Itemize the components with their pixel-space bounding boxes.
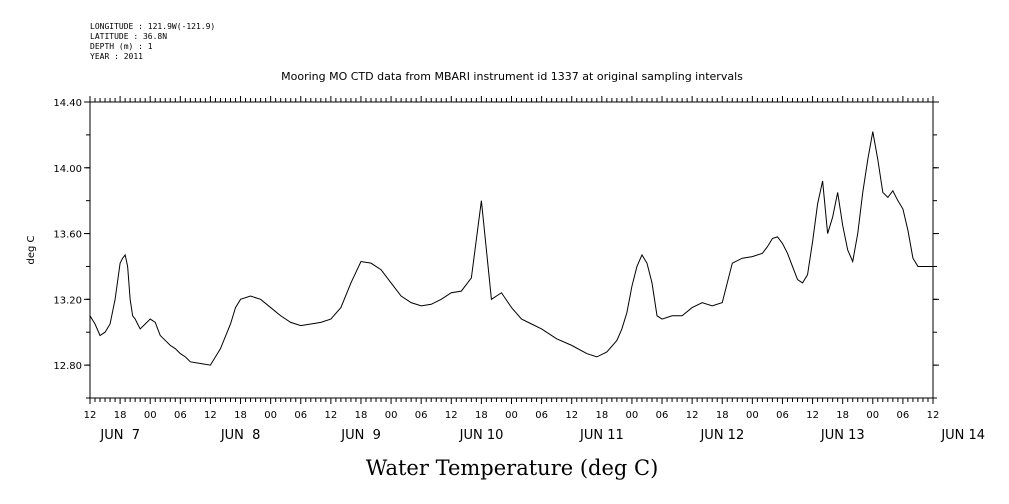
latitude-label: LATITUDE : 36.8N (90, 32, 168, 41)
x-tick-label: 00 (866, 410, 879, 421)
x-tick-label: 06 (415, 410, 428, 421)
chart-title: Mooring MO CTD data from MBARI instrumen… (281, 70, 743, 83)
x-day-label: JUN 14 (940, 428, 985, 443)
x-tick-label: 00 (626, 410, 639, 421)
x-tick-label: 12 (324, 410, 337, 421)
x-day-label: JUN 11 (579, 428, 624, 443)
x-tick-label: 12 (927, 410, 940, 421)
y-tick-label: 13.20 (53, 295, 82, 306)
x-tick-label: 06 (294, 410, 307, 421)
x-tick-label: 18 (234, 410, 247, 421)
x-tick-label: 00 (144, 410, 157, 421)
x-tick-label: 06 (776, 410, 789, 421)
x-axis-label: Water Temperature (deg C) (366, 456, 659, 480)
x-tick-label: 12 (806, 410, 819, 421)
x-tick-label: 12 (204, 410, 217, 421)
x-tick-label: 00 (264, 410, 277, 421)
x-day-label: JUN 7 (99, 428, 140, 443)
y-axis-label: deg C (26, 235, 37, 264)
x-day-label: JUN 10 (459, 428, 504, 443)
x-tick-label: 06 (535, 410, 548, 421)
x-tick-label: 18 (595, 410, 608, 421)
x-tick-label: 18 (836, 410, 849, 421)
x-tick-label: 06 (656, 410, 669, 421)
y-tick-label: 14.40 (53, 98, 82, 109)
series-line (89, 131, 933, 366)
x-tick-label: 18 (475, 410, 488, 421)
x-tick-label: 00 (385, 410, 398, 421)
x-day-label: JUN 12 (699, 428, 744, 443)
y-tick-label: 13.60 (53, 230, 82, 241)
x-day-label: JUN 9 (340, 428, 381, 443)
y-tick-label: 12.80 (53, 361, 82, 372)
x-tick-label: 12 (565, 410, 578, 421)
x-tick-label: 18 (716, 410, 729, 421)
x-tick-label: 06 (897, 410, 910, 421)
plot-frame (89, 101, 934, 399)
longitude-label: LONGITUDE : 121.9W(-121.9) (90, 22, 216, 31)
y-axis: 12.80 13.20 13.60 14.00 14.40 (53, 98, 939, 399)
x-day-label: JUN 13 (820, 428, 865, 443)
depth-label: DEPTH (m) : 1 (90, 42, 153, 51)
x-tick-label: 18 (114, 410, 127, 421)
x-tick-label: 12 (686, 410, 699, 421)
x-tick-label: 18 (355, 410, 368, 421)
metadata-block: LONGITUDE : 121.9W(-121.9) LATITUDE : 36… (90, 22, 215, 62)
x-axis: 12 18 00 06 12 18 00 06 12 18 00 06 12 18 00 06 12 18 00 06… (84, 96, 985, 443)
x-tick-label: 00 (505, 410, 518, 421)
year-label: YEAR : 2011 (90, 52, 143, 61)
x-tick-label: 12 (445, 410, 458, 421)
x-tick-label: 06 (174, 410, 187, 421)
x-tick-label: 12 (84, 410, 97, 421)
y-tick-label: 14.00 (53, 164, 82, 175)
x-tick-label: 00 (746, 410, 759, 421)
x-day-label: JUN 8 (220, 428, 261, 443)
x-axis-minor-ticks (94, 98, 929, 402)
